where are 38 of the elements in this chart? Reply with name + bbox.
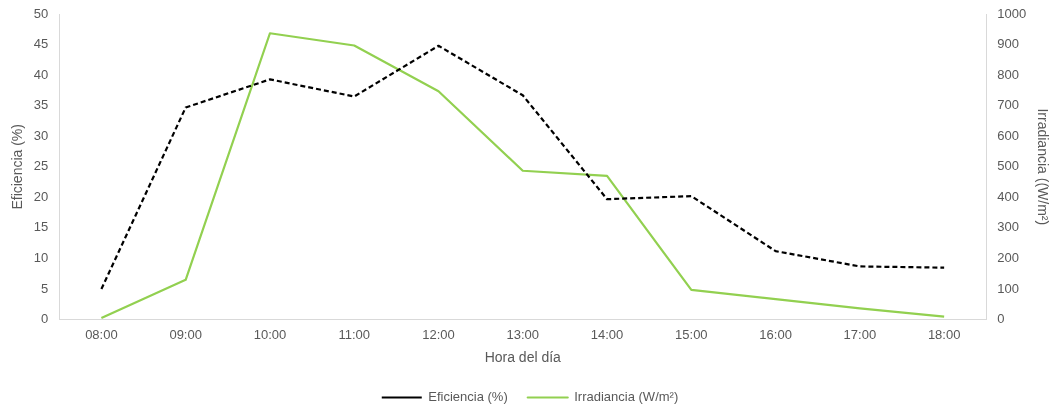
x-tick-label: 16:00 bbox=[759, 326, 792, 342]
y-tick-label: 50 bbox=[33, 5, 49, 21]
legend-label: Eficiencia (%) bbox=[428, 389, 508, 405]
y-tick-label: 0 bbox=[41, 311, 49, 327]
legend-label: Irradiancia (W/m²) bbox=[574, 389, 679, 405]
y-tick-label: 45 bbox=[33, 36, 49, 52]
y2-tick-label: 1000 bbox=[997, 5, 1027, 21]
y-tick-label: 40 bbox=[33, 66, 49, 82]
y-tick-label: 30 bbox=[33, 127, 49, 143]
x-tick-label: 15:00 bbox=[675, 326, 708, 342]
y2-tick-label: 800 bbox=[997, 66, 1019, 82]
y-tick-label: 35 bbox=[33, 97, 49, 113]
y-tick-label: 5 bbox=[41, 280, 49, 296]
x-tick-label: 13:00 bbox=[506, 326, 540, 342]
y2-tick-label: 0 bbox=[997, 311, 1005, 327]
x-tick-label: 14:00 bbox=[590, 326, 624, 342]
y2-axis-title: Irradiancia ((W/m²) bbox=[1034, 108, 1051, 226]
y2-tick-label: 500 bbox=[997, 158, 1019, 174]
x-axis-title: Hora del día bbox=[484, 349, 562, 366]
x-tick-label: 17:00 bbox=[843, 326, 877, 342]
y-axis-title: Eficiencia (%) bbox=[9, 124, 26, 210]
y2-tick-label: 200 bbox=[997, 250, 1019, 266]
y-tick-label: 10 bbox=[33, 250, 49, 266]
y2-tick-label: 600 bbox=[997, 127, 1019, 143]
x-tick-label: 12:00 bbox=[422, 326, 455, 342]
x-tick-label: 08:00 bbox=[85, 326, 118, 342]
y-tick-label: 20 bbox=[33, 188, 49, 204]
y-tick-label: 25 bbox=[33, 158, 49, 174]
x-tick-label: 18:00 bbox=[927, 326, 961, 342]
y2-tick-label: 300 bbox=[997, 219, 1019, 235]
y2-tick-label: 900 bbox=[997, 36, 1019, 52]
x-tick-label: 10:00 bbox=[253, 326, 287, 342]
y-tick-label: 15 bbox=[33, 219, 49, 235]
y2-tick-label: 400 bbox=[997, 188, 1019, 204]
y2-tick-label: 700 bbox=[997, 97, 1019, 113]
x-tick-label: 11:00 bbox=[338, 326, 371, 342]
y2-tick-label: 100 bbox=[997, 280, 1019, 296]
x-tick-label: 09:00 bbox=[169, 326, 202, 342]
